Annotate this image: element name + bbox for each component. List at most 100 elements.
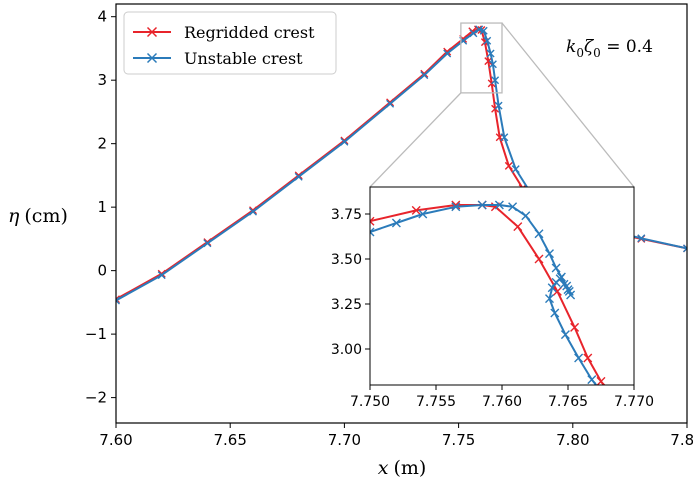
y-tick-label-2: 0 <box>97 262 107 280</box>
inset-x-tick-label-2: 7.760 <box>482 394 522 410</box>
unstable-crest-point-1 <box>157 271 166 280</box>
unstable-crest-point-4 <box>294 172 303 181</box>
inset-unstable-crest-point-22 <box>560 330 570 340</box>
inset-unstable-crest-point-16 <box>559 279 569 289</box>
inset-unstable-crest-point-14 <box>566 290 576 300</box>
inset-y-ticks: 3.00 3.25 3.50 3.75 <box>331 207 370 358</box>
inset-unstable-crest-point-8 <box>534 229 544 239</box>
x-tick-label-0: 7.60 <box>99 431 132 449</box>
inset-x-tick-label-4: 7.770 <box>614 394 654 410</box>
unstable-crest-point-24 <box>637 234 646 243</box>
x-tick-label-1: 7.65 <box>213 431 246 449</box>
unstable-crest-point-10 <box>469 29 478 38</box>
zoom-connector-right <box>501 22 635 188</box>
inset-unstable-crest-point-0 <box>370 227 375 237</box>
x-tick-label-5: 7.85 <box>670 431 693 449</box>
zoom-indicator <box>369 22 635 188</box>
y-axis-unit: (cm) <box>24 205 67 227</box>
regridded-crest-point-18 <box>504 161 513 170</box>
y-axis-title: η (cm) <box>8 205 68 227</box>
inset-unstable-crest-point-20 <box>545 294 554 304</box>
inset-chart: 7.750 7.755 7.760 7.765 7.770 3.003.253.503.… <box>331 186 654 410</box>
unstable-crest-point-2 <box>203 239 212 248</box>
unstable-crest-point-19 <box>511 165 520 174</box>
inset-unstable-crest-point-21 <box>550 308 560 318</box>
inset-unstable-crest-point-1 <box>391 218 401 228</box>
unstable-crest-point-0 <box>116 296 120 305</box>
annotation-zeta-sub: 0 <box>593 46 601 60</box>
inset-unstable-crest-point-9 <box>545 249 554 259</box>
unstable-crest-point-14 <box>486 49 495 58</box>
annotation-k: k <box>566 37 576 57</box>
inset-regridded-crest-point-1 <box>411 205 421 215</box>
inset-regridded-crest-point-10 <box>596 376 606 385</box>
inset-y-tick-label-1: 3.25 <box>331 297 362 313</box>
inset-regridded-crest-point-0 <box>370 216 375 226</box>
x-tick-label-2: 7.70 <box>328 431 361 449</box>
x-axis-title: x (m) <box>378 457 427 479</box>
inset-unstable-crest-point-5 <box>494 200 504 210</box>
inset-regridded-crest-point-7 <box>552 286 562 296</box>
legend-marker-unstable <box>146 52 158 64</box>
inset-x-ticks: 7.750 7.755 7.760 7.765 7.770 <box>350 385 654 410</box>
unstable-crest-point-13 <box>483 36 492 45</box>
inset-unstable-crest-point-2 <box>418 209 428 219</box>
unstable-crest-point-16 <box>491 76 500 85</box>
inset-x-tick-label-0: 7.750 <box>350 394 390 410</box>
legend: Regridded crest Unstable crest <box>123 11 337 75</box>
unstable-crest-point-6 <box>386 99 395 108</box>
inset-series-group <box>370 200 606 385</box>
inset-unstable-crest-point-7 <box>521 211 531 221</box>
unstable-crest-point-18 <box>500 133 509 142</box>
inset-regridded-crest-point-5 <box>513 222 523 232</box>
unstable-crest-point-15 <box>488 60 497 69</box>
inset-y-tick-label-3: 3.75 <box>331 207 362 223</box>
unstable-crest-point-17 <box>494 101 503 110</box>
inset-background <box>370 187 634 385</box>
y-tick-label-4: 2 <box>97 135 107 153</box>
x-axis-ticks: 7.60 7.65 7.70 7.75 7.80 7.85 <box>99 423 693 449</box>
annotation-value: = 0.4 <box>601 37 653 57</box>
unstable-crest-point-7 <box>420 71 429 80</box>
x-tick-label-4: 7.80 <box>556 431 589 449</box>
regridded-crest-point-0 <box>116 295 120 304</box>
y-tick-label-1: −1 <box>85 325 107 343</box>
zoom-connector-left <box>369 92 462 188</box>
parameter-annotation: k0ζ0 = 0.4 <box>566 37 653 60</box>
y-tick-label-0: −2 <box>85 389 107 407</box>
inset-unstable-crest-point-6 <box>508 202 518 212</box>
regridded-crest-point-14 <box>484 57 493 66</box>
y-tick-label-5: 3 <box>97 71 107 89</box>
unstable-crest-point-5 <box>340 137 349 146</box>
legend-marker-regridded <box>146 26 158 38</box>
inset-unstable-crest-point-23 <box>574 353 584 363</box>
inset-unstable-crest-point-18 <box>551 277 561 287</box>
y-axis-symbol: η <box>8 205 20 227</box>
regridded-crest-point-8 <box>443 47 452 56</box>
unstable-crest-point-25 <box>683 244 687 253</box>
inset-regridded-crest-point-6 <box>534 254 544 264</box>
unstable-crest-point-11 <box>475 25 484 34</box>
legend-box <box>123 11 337 75</box>
unstable-crest-point-12 <box>479 26 488 35</box>
inset-unstable-crest-point-15 <box>563 285 573 295</box>
y-tick-label-6: 4 <box>97 8 107 26</box>
y-tick-label-3: 1 <box>97 198 107 216</box>
zoom-box <box>460 22 503 94</box>
x-axis-unit: (m) <box>393 457 426 479</box>
inset-regridded-crest-point-8 <box>570 322 580 332</box>
annotation-zeta: ζ <box>584 37 595 57</box>
inset-x-tick-label-3: 7.765 <box>548 394 588 410</box>
x-tick-label-3: 7.75 <box>442 431 475 449</box>
inset-x-tick-label-1: 7.755 <box>416 394 456 410</box>
x-axis-symbol: x <box>378 457 389 479</box>
unstable-crest-point-3 <box>249 207 257 216</box>
inset-unstable-crest-point-19 <box>547 283 557 293</box>
main-plot-frame <box>115 3 688 424</box>
inset-regridded-crest-point-9 <box>583 353 593 363</box>
inset-unstable-crest-point-4 <box>477 200 487 210</box>
unstable-crest-point-8 <box>443 49 452 58</box>
inset-unstable-crest-point-10 <box>551 263 561 273</box>
legend-label-unstable: Unstable crest <box>184 49 303 68</box>
